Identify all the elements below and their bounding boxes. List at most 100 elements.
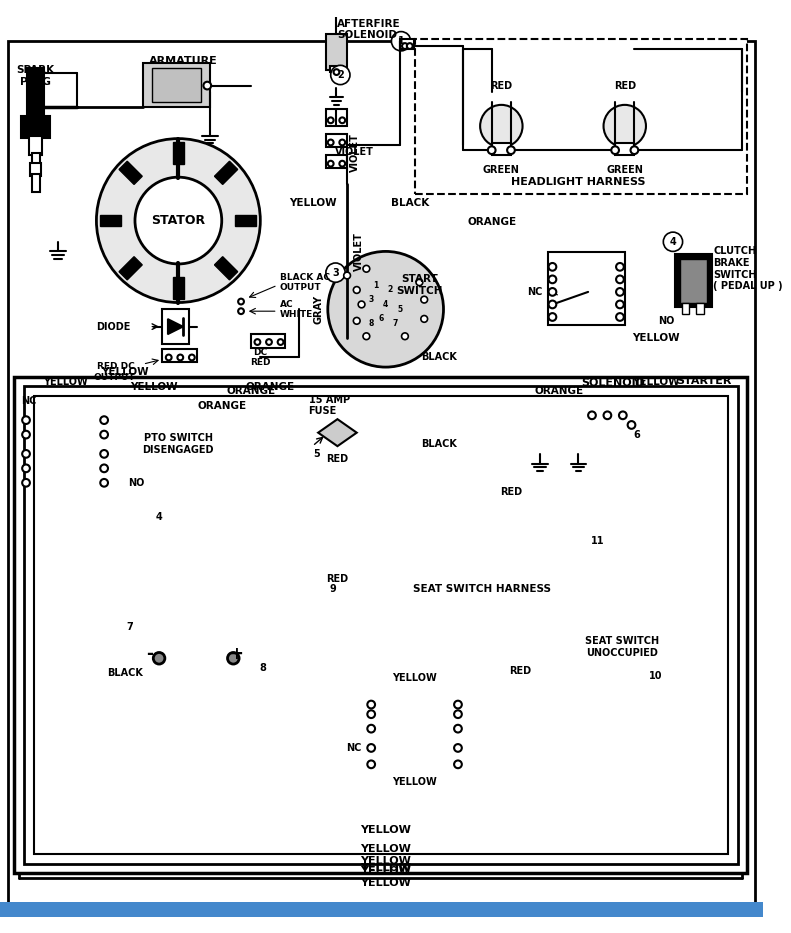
FancyBboxPatch shape	[679, 259, 706, 302]
Text: SPARK
PLUG: SPARK PLUG	[17, 65, 55, 87]
FancyBboxPatch shape	[119, 161, 142, 185]
Circle shape	[228, 652, 239, 664]
Text: 3: 3	[369, 295, 374, 304]
FancyBboxPatch shape	[589, 391, 636, 444]
Text: VIOLET: VIOLET	[350, 132, 360, 172]
Circle shape	[22, 450, 30, 458]
FancyBboxPatch shape	[172, 143, 184, 163]
Circle shape	[22, 479, 30, 487]
Text: 6: 6	[378, 314, 384, 324]
Polygon shape	[168, 319, 184, 334]
Circle shape	[327, 251, 444, 367]
FancyBboxPatch shape	[675, 386, 737, 464]
Circle shape	[323, 579, 343, 598]
Text: NC: NC	[21, 396, 36, 406]
Circle shape	[627, 421, 635, 429]
FancyBboxPatch shape	[214, 257, 237, 280]
FancyBboxPatch shape	[21, 117, 50, 138]
Circle shape	[22, 465, 30, 472]
FancyBboxPatch shape	[29, 135, 43, 155]
FancyBboxPatch shape	[615, 144, 634, 155]
FancyBboxPatch shape	[366, 675, 463, 772]
Circle shape	[339, 140, 345, 146]
Text: BLACK: BLACK	[421, 353, 456, 362]
Text: YELLOW: YELLOW	[131, 383, 178, 393]
FancyBboxPatch shape	[142, 659, 248, 745]
Text: HEADLIGHT HARNESS: HEADLIGHT HARNESS	[511, 177, 645, 187]
Text: GREEN: GREEN	[483, 165, 520, 175]
Text: 10: 10	[649, 671, 662, 681]
Circle shape	[97, 139, 260, 302]
FancyBboxPatch shape	[8, 41, 755, 909]
Circle shape	[149, 507, 168, 526]
Circle shape	[331, 65, 350, 85]
Circle shape	[327, 140, 334, 146]
Circle shape	[354, 286, 360, 293]
Circle shape	[416, 279, 422, 285]
Text: STATOR: STATOR	[151, 214, 206, 227]
Text: DC
RED: DC RED	[250, 348, 271, 368]
Circle shape	[421, 297, 428, 303]
FancyBboxPatch shape	[492, 144, 511, 155]
Text: AC
WHITE: AC WHITE	[279, 299, 313, 319]
Circle shape	[454, 745, 462, 752]
FancyBboxPatch shape	[330, 66, 343, 72]
Circle shape	[454, 701, 462, 708]
Text: ORANGE: ORANGE	[226, 386, 275, 397]
Circle shape	[166, 355, 172, 360]
FancyBboxPatch shape	[214, 161, 237, 185]
FancyBboxPatch shape	[251, 334, 286, 348]
FancyBboxPatch shape	[675, 255, 712, 307]
Circle shape	[255, 340, 260, 345]
Circle shape	[266, 340, 272, 345]
Circle shape	[407, 43, 413, 49]
Text: 9: 9	[329, 584, 336, 594]
Circle shape	[402, 333, 408, 340]
Circle shape	[278, 340, 283, 345]
Text: GREEN: GREEN	[607, 165, 643, 175]
Circle shape	[339, 160, 345, 167]
Circle shape	[254, 659, 273, 677]
Text: BATTERY: BATTERY	[165, 698, 227, 711]
Circle shape	[630, 146, 638, 154]
Text: 2: 2	[337, 70, 344, 80]
FancyBboxPatch shape	[162, 309, 189, 344]
Circle shape	[611, 146, 619, 154]
Text: 4: 4	[670, 237, 676, 246]
Text: YELLOW: YELLOW	[360, 844, 411, 855]
Text: ORANGE: ORANGE	[535, 386, 584, 397]
Text: START
SWITCH: START SWITCH	[396, 274, 443, 296]
Circle shape	[616, 300, 624, 308]
Text: NO: NO	[128, 478, 145, 488]
Text: PTO SWITCH
DISENGAGED: PTO SWITCH DISENGAGED	[142, 434, 214, 455]
Circle shape	[392, 32, 411, 51]
Circle shape	[339, 118, 345, 123]
Text: STARTER: STARTER	[676, 376, 732, 385]
Text: 4: 4	[383, 299, 388, 309]
Circle shape	[100, 431, 108, 439]
Circle shape	[549, 300, 556, 308]
Text: RED: RED	[327, 453, 349, 464]
Text: YELLOW: YELLOW	[360, 863, 411, 873]
Text: 8: 8	[369, 319, 374, 328]
Text: NC: NC	[346, 743, 361, 753]
Text: YELLOW: YELLOW	[290, 198, 337, 208]
Text: CLUTCH
BRAKE
SWITCH
( PEDAL UP ): CLUTCH BRAKE SWITCH ( PEDAL UP )	[713, 246, 783, 291]
FancyBboxPatch shape	[414, 39, 747, 193]
Text: SEAT SWITCH
UNOCCUPIED: SEAT SWITCH UNOCCUPIED	[585, 636, 659, 658]
Circle shape	[604, 104, 646, 147]
Text: DIODE: DIODE	[96, 322, 131, 331]
Circle shape	[307, 444, 326, 464]
Circle shape	[363, 265, 369, 272]
Text: RED: RED	[509, 666, 532, 675]
FancyBboxPatch shape	[318, 560, 656, 811]
Text: ORANGE: ORANGE	[467, 217, 517, 228]
Text: NC: NC	[528, 287, 543, 297]
FancyBboxPatch shape	[326, 109, 347, 126]
FancyBboxPatch shape	[696, 302, 704, 314]
Text: YELLOW: YELLOW	[392, 776, 437, 787]
FancyBboxPatch shape	[682, 302, 689, 314]
FancyBboxPatch shape	[24, 386, 737, 864]
Text: BLACK: BLACK	[108, 668, 143, 677]
Text: 4: 4	[156, 511, 162, 522]
